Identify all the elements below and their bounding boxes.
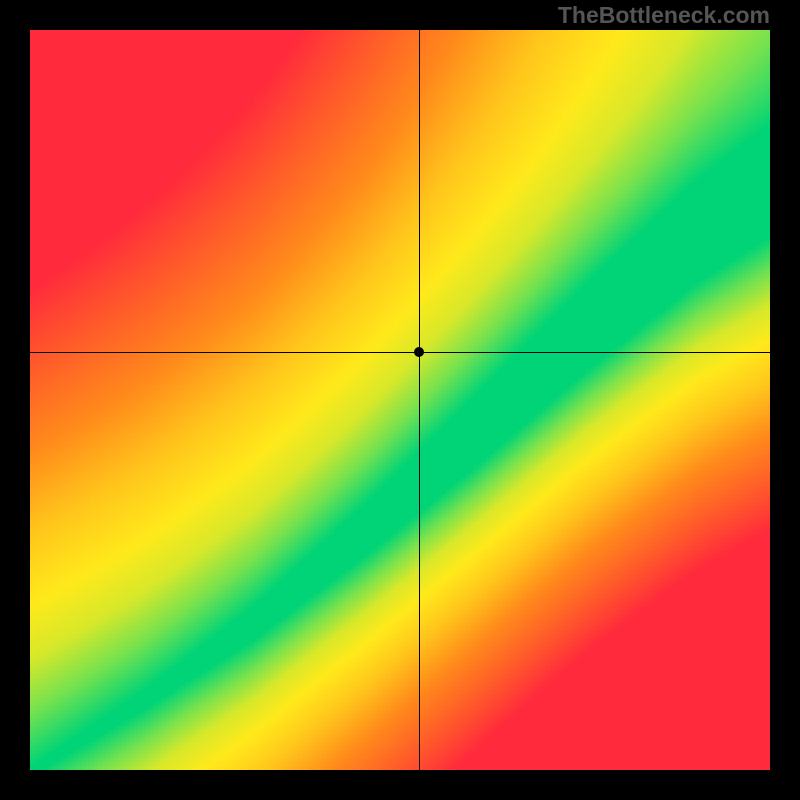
- crosshair-horizontal: [30, 352, 770, 353]
- heatmap-canvas: [30, 30, 770, 770]
- watermark-text: TheBottleneck.com: [558, 2, 770, 29]
- crosshair-vertical: [419, 30, 420, 770]
- heatmap-plot: [30, 30, 770, 770]
- crosshair-marker-dot: [414, 347, 424, 357]
